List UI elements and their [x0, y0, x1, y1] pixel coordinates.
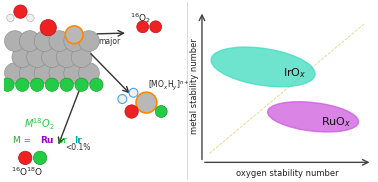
Text: IrO$_x$: IrO$_x$ [284, 66, 307, 80]
Ellipse shape [65, 26, 83, 44]
Ellipse shape [42, 47, 62, 68]
Ellipse shape [12, 47, 33, 68]
Ellipse shape [19, 151, 32, 165]
Ellipse shape [33, 151, 47, 165]
Ellipse shape [268, 102, 359, 132]
Text: Ru: Ru [40, 136, 53, 145]
Text: <0.1%: <0.1% [65, 143, 90, 152]
Ellipse shape [79, 63, 99, 84]
Ellipse shape [14, 5, 27, 18]
Ellipse shape [34, 31, 55, 52]
Ellipse shape [56, 47, 77, 68]
Ellipse shape [5, 63, 25, 84]
Ellipse shape [31, 78, 44, 91]
Ellipse shape [125, 105, 138, 118]
Ellipse shape [150, 21, 161, 33]
Ellipse shape [211, 47, 315, 87]
Ellipse shape [129, 88, 138, 97]
Ellipse shape [137, 21, 149, 33]
Ellipse shape [118, 95, 127, 104]
Ellipse shape [49, 63, 70, 84]
Text: major: major [98, 37, 121, 46]
Ellipse shape [64, 63, 85, 84]
Ellipse shape [64, 31, 85, 52]
Ellipse shape [136, 92, 157, 113]
Ellipse shape [19, 63, 40, 84]
Ellipse shape [79, 31, 99, 52]
Ellipse shape [90, 78, 103, 91]
Ellipse shape [5, 31, 25, 52]
Ellipse shape [155, 106, 167, 117]
Text: metal stability number: metal stability number [190, 39, 199, 134]
Ellipse shape [60, 78, 73, 91]
Ellipse shape [49, 31, 70, 52]
Text: $^{16}$O$_2$: $^{16}$O$_2$ [130, 11, 151, 25]
Ellipse shape [15, 78, 29, 91]
Text: M$^{18}$O$_2$: M$^{18}$O$_2$ [24, 116, 55, 132]
Text: or: or [55, 136, 70, 145]
Ellipse shape [45, 78, 59, 91]
Text: RuO$_x$: RuO$_x$ [321, 115, 351, 129]
Ellipse shape [75, 78, 88, 91]
Text: [MO$_x$H$_y$]$^{n+}$: [MO$_x$H$_y$]$^{n+}$ [148, 78, 190, 92]
Ellipse shape [27, 47, 48, 68]
Text: $^{16}$O$^{18}$O: $^{16}$O$^{18}$O [11, 166, 43, 178]
Ellipse shape [7, 14, 14, 22]
Ellipse shape [27, 14, 34, 22]
Text: M =: M = [13, 136, 34, 145]
Text: Ir: Ir [74, 136, 82, 145]
Ellipse shape [34, 63, 55, 84]
Ellipse shape [19, 31, 40, 52]
Ellipse shape [40, 19, 56, 36]
Ellipse shape [1, 78, 14, 91]
Ellipse shape [71, 47, 92, 68]
Text: oxygen stability number: oxygen stability number [236, 169, 338, 178]
